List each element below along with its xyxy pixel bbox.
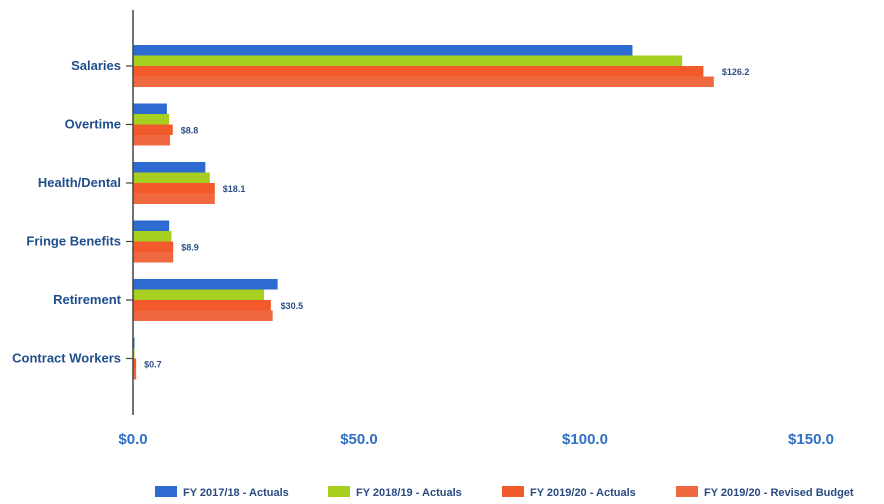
data-label-health-dental: $18.1 [223,184,246,194]
bar-health-dental-series-1 [133,162,206,173]
data-label-salaries: $126.2 [722,67,750,77]
category-label-health-dental: Health/Dental [38,175,121,190]
bar-fringe-benefits-series-1 [133,220,170,231]
category-label-retirement: Retirement [53,292,122,307]
data-labels-group: $126.2 $8.8 $18.1 $8.9 $30.5 $0.7 [144,67,749,370]
bar-contract-workers-series-4 [133,369,137,380]
legend-label-series-1: FY 2017/18 - Actuals [183,487,289,499]
legend-swatch-series-1 [155,486,177,497]
bar-overtime-series-2 [133,114,170,125]
bar-overtime-series-4 [133,135,171,146]
category-label-contract-workers: Contract Workers [12,351,121,366]
bar-contract-workers-series-3 [133,358,137,369]
bar-health-dental-series-2 [133,172,210,183]
bar-fringe-benefits-series-4 [133,252,174,263]
data-label-retirement: $30.5 [281,301,304,311]
x-axis-ticks: $0.0 $50.0 $100.0 $150.0 [118,431,834,448]
data-label-fringe-benefits: $8.9 [181,243,199,253]
legend-label-series-3: FY 2019/20 - Actuals [530,487,636,499]
bar-health-dental-series-3 [133,183,215,194]
bar-salaries-series-3 [133,66,704,77]
bar-health-dental-series-4 [133,193,215,204]
bar-retirement-series-3 [133,300,271,311]
legend-label-series-4: FY 2019/20 - Revised Budget [704,487,854,499]
data-label-contract-workers: $0.7 [144,360,162,370]
bar-fringe-benefits-series-2 [133,231,172,242]
data-label-overtime: $8.8 [181,126,199,136]
legend-swatch-series-2 [328,486,350,497]
legend-swatch-series-4 [676,486,698,497]
bar-salaries-series-2 [133,55,683,66]
bar-overtime-series-3 [133,124,173,135]
legend-swatch-series-3 [502,486,524,497]
bar-overtime-series-1 [133,103,167,114]
bar-retirement-series-1 [133,279,278,290]
category-labels: Salaries Overtime Health/Dental Fringe Bene… [12,58,133,366]
x-tick-label: $100.0 [562,431,608,448]
bar-retirement-series-4 [133,310,273,321]
x-tick-label: $0.0 [118,431,147,448]
category-label-salaries: Salaries [71,58,121,73]
bar-salaries-series-4 [133,76,714,87]
x-tick-label: $150.0 [788,431,834,448]
category-label-fringe-benefits: Fringe Benefits [26,234,121,249]
x-tick-label: $50.0 [340,431,378,448]
legend-label-series-2: FY 2018/19 - Actuals [356,487,462,499]
bar-fringe-benefits-series-3 [133,241,174,252]
bar-salaries-series-1 [133,45,633,56]
bars-group [133,45,714,380]
bar-retirement-series-2 [133,289,265,300]
category-label-overtime: Overtime [65,117,121,132]
legend: FY 2017/18 - Actuals FY 2018/19 - Actuals… [155,486,854,499]
